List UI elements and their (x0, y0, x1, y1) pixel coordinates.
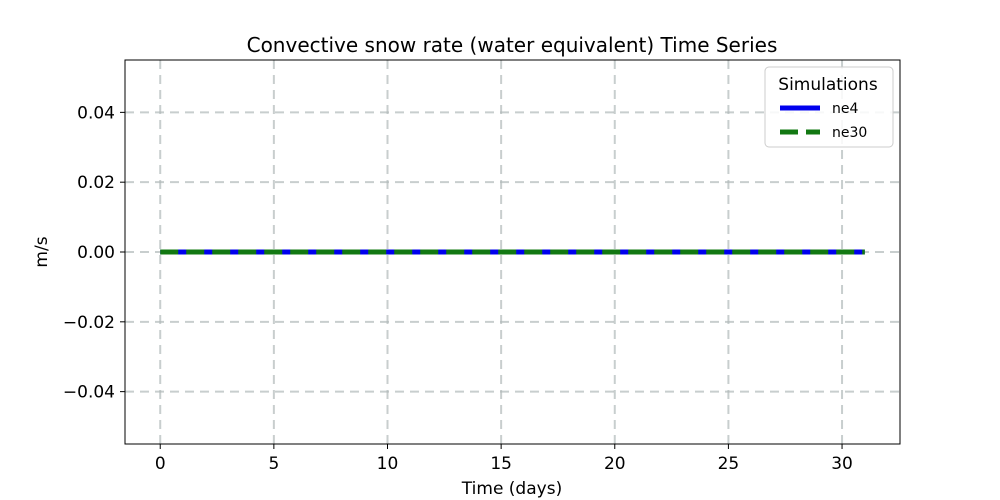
legend: Simulations ne4 ne30 (764, 66, 894, 148)
x-tick-label: 15 (490, 454, 512, 474)
y-tick-label: 0.04 (77, 103, 115, 123)
x-tick-label: 20 (604, 454, 626, 474)
y-tick-label: −0.04 (63, 383, 115, 403)
x-tick-label: 30 (831, 454, 853, 474)
x-tick-label: 25 (718, 454, 740, 474)
x-tick-label: 0 (155, 454, 166, 474)
x-tick-label: 5 (268, 454, 279, 474)
legend-box (764, 66, 894, 148)
legend-items: ne4 ne30 (780, 101, 867, 141)
y-axis: −0.04 −0.02 0.00 0.02 0.04 (63, 103, 125, 403)
legend-label-ne30: ne30 (832, 125, 867, 141)
y-axis-label: m/s (32, 236, 52, 267)
chart-title: Convective snow rate (water equivalent) … (247, 33, 778, 57)
y-tick-label: 0.00 (77, 243, 115, 263)
y-tick-label: 0.02 (77, 173, 115, 193)
y-tick-label: −0.02 (63, 313, 115, 333)
legend-label-ne4: ne4 (832, 101, 858, 117)
x-tick-label: 10 (377, 454, 399, 474)
x-axis-label: Time (days) (461, 479, 562, 499)
legend-title: Simulations (778, 75, 878, 95)
x-axis: 0 5 10 15 20 25 30 (155, 444, 853, 474)
